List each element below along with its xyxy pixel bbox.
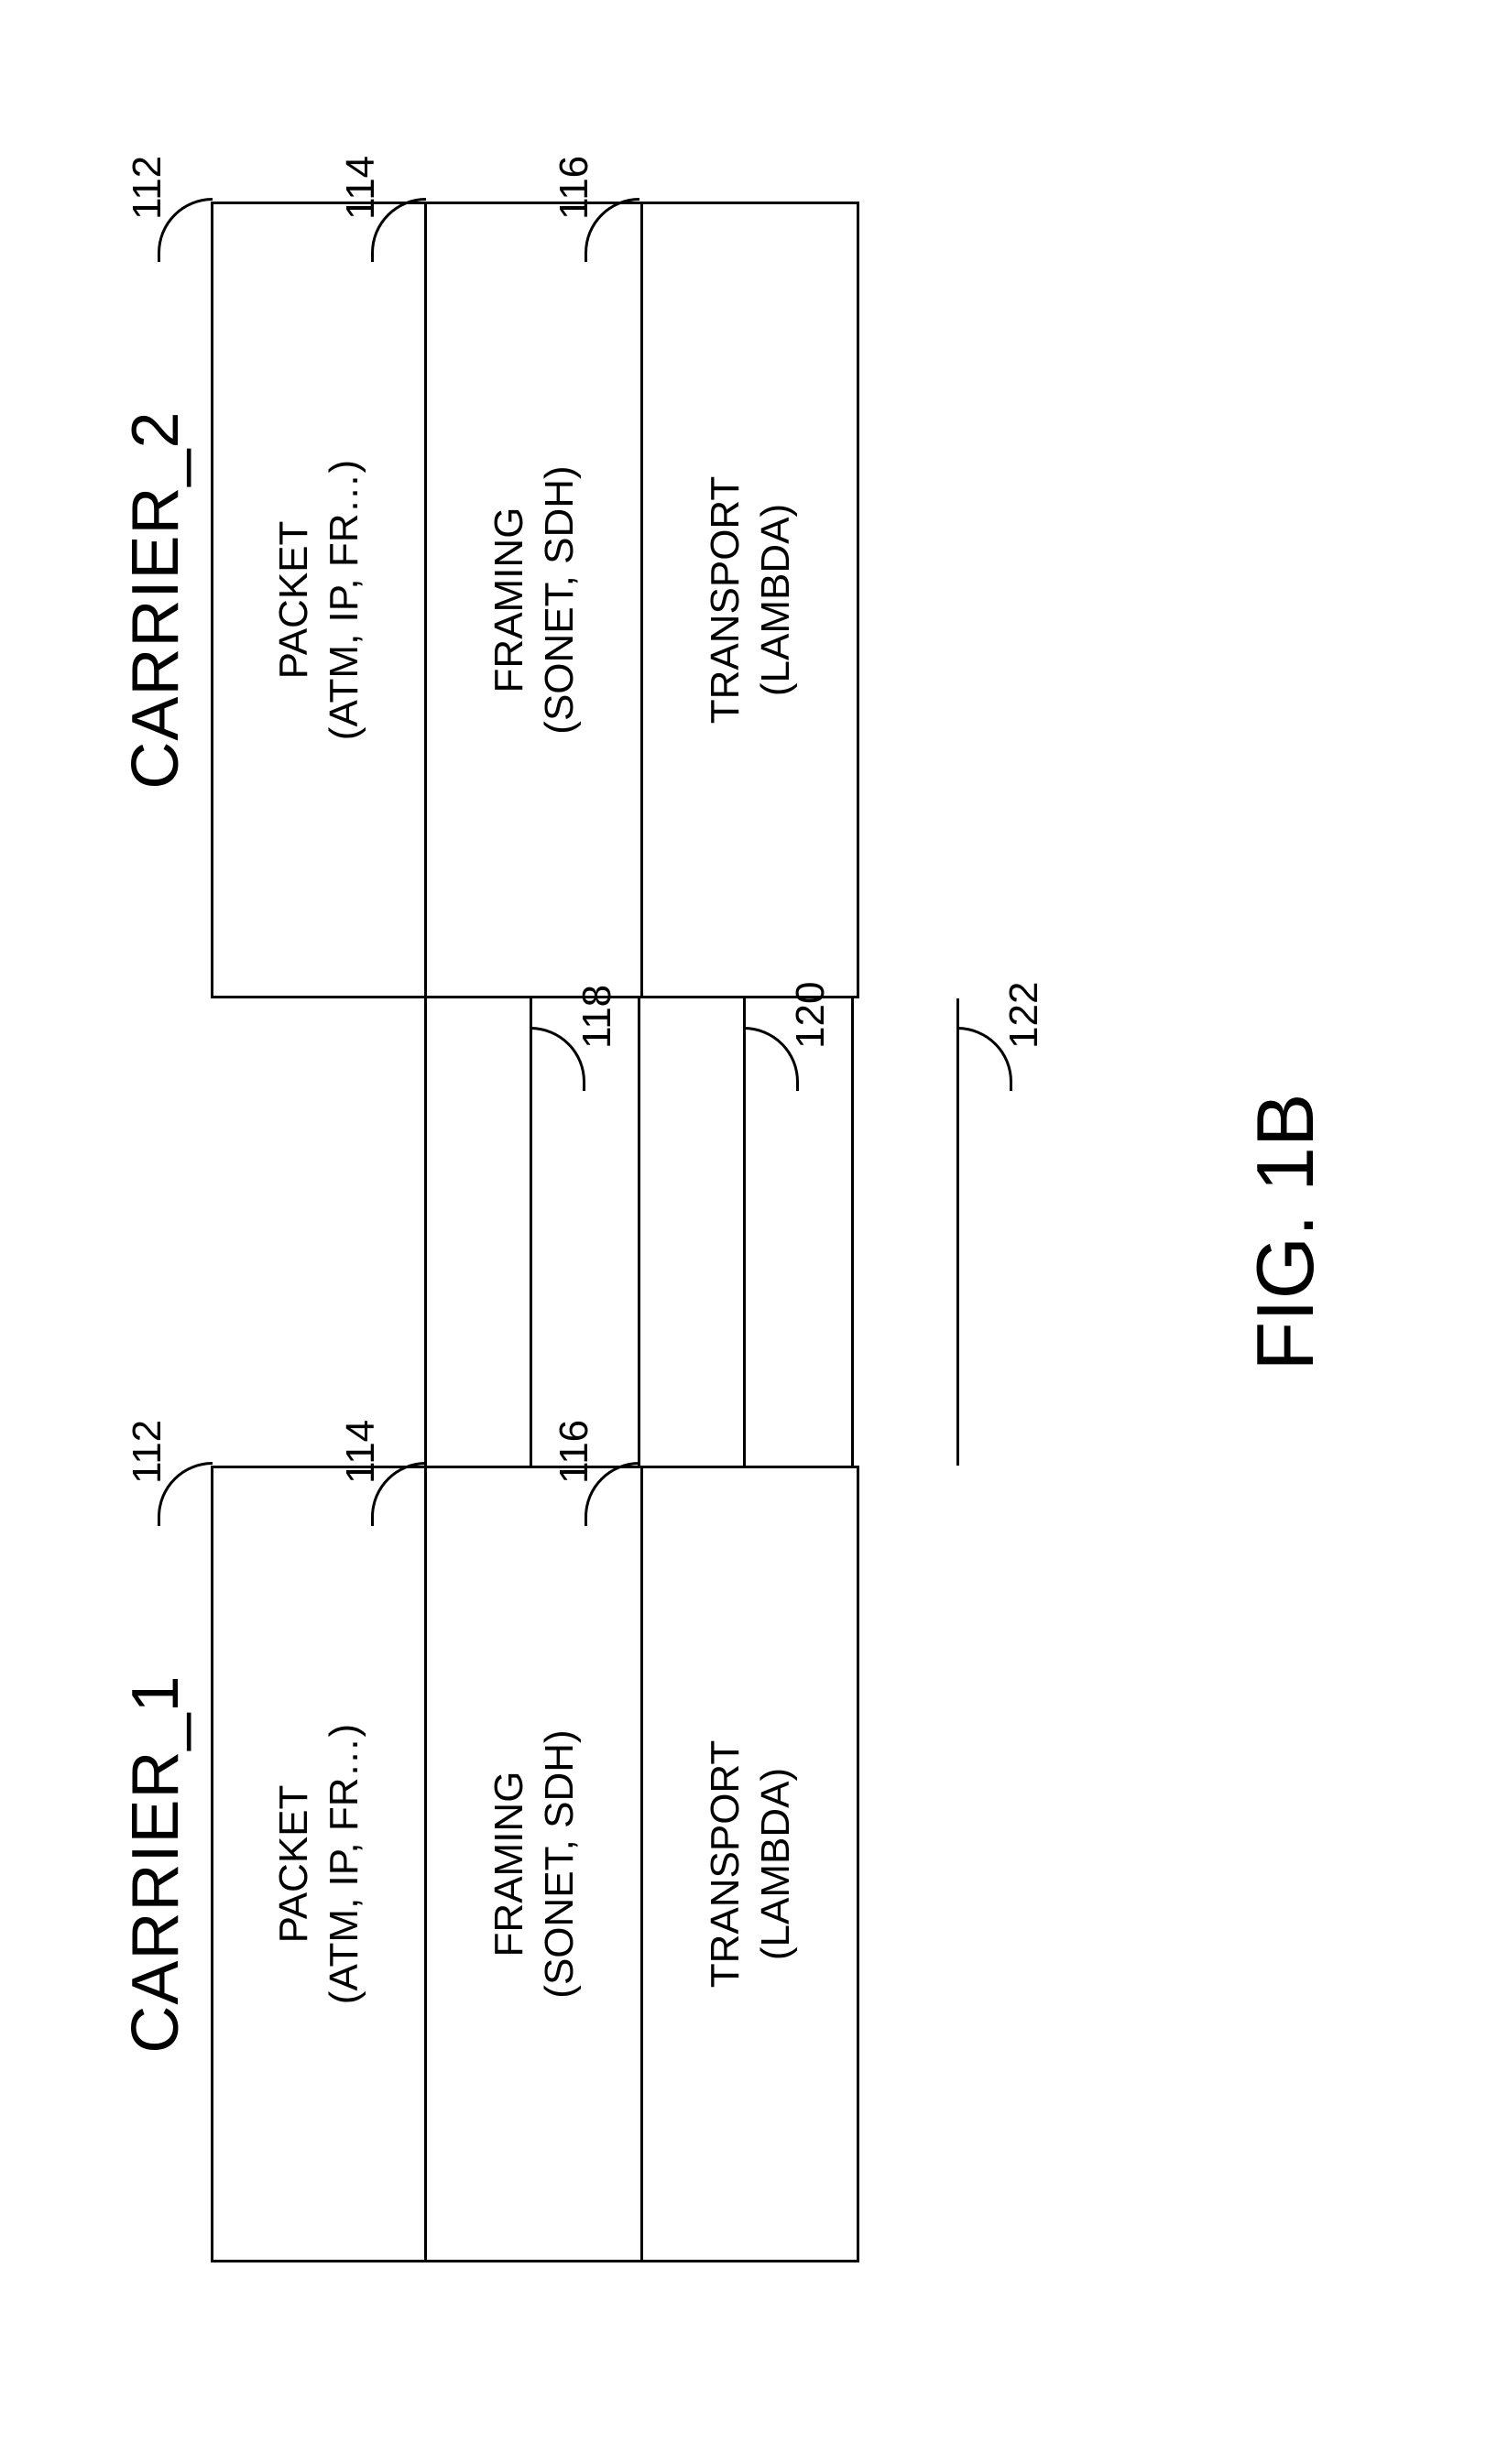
layer-label: TRANSPORT	[700, 476, 750, 725]
layer-label: PACKET	[268, 1785, 319, 1944]
layer-label: TRANSPORT	[700, 1740, 750, 1989]
page: CARRIER_1 PACKET (ATM, IP, FR…) FRAMING …	[0, 0, 1497, 2464]
layer-label: PACKET	[268, 521, 319, 680]
callout-114-left: 114	[338, 1420, 384, 1484]
carrier-2-layer-packet: PACKET (ATM, IP, FR…)	[211, 202, 427, 998]
landscape-rotation-wrapper: CARRIER_1 PACKET (ATM, IP, FR…) FRAMING …	[0, 0, 1497, 2464]
callout-116-left: 116	[552, 1420, 597, 1484]
carrier-2-layer-framing: FRAMING (SONET, SDH)	[427, 202, 643, 998]
callout-112-left: 112	[125, 1420, 170, 1484]
carrier-1-stack: CARRIER_1 PACKET (ATM, IP, FR…) FRAMING …	[101, 1466, 859, 2262]
carrier-1-layer-framing: FRAMING (SONET, SDH)	[427, 1466, 643, 2262]
layer-sublabel: (SONET, SDH)	[534, 1729, 585, 1998]
callout-112-right: 112	[125, 156, 170, 220]
carrier-1-title: CARRIER_1	[101, 1466, 211, 2262]
carrier-2-layer-transport: TRANSPORT (LAMBDA)	[643, 202, 859, 998]
callout-118: 118	[574, 985, 620, 1049]
carrier-1-layer-packet: PACKET (ATM, IP, FR…)	[211, 1466, 427, 2262]
callout-120: 120	[788, 982, 834, 1049]
figure-caption: FIG. 1B	[1239, 0, 1332, 2464]
layer-sublabel: (LAMBDA)	[750, 1768, 801, 1960]
carrier-2-title: CARRIER_2	[101, 202, 211, 998]
callout-116-right: 116	[552, 156, 597, 220]
bridge-122	[851, 998, 959, 1466]
layer-sublabel: (ATM, IP, FR…)	[319, 1724, 369, 2004]
carrier-2-stack: CARRIER_2 PACKET (ATM, IP, FR…) FRAMING …	[101, 202, 859, 998]
bridge-118	[424, 998, 532, 1466]
layer-sublabel: (ATM, IP, FR…)	[319, 460, 369, 740]
callout-114-right: 114	[338, 156, 384, 220]
bridge-120	[638, 998, 746, 1466]
callout-122: 122	[1001, 982, 1047, 1049]
layer-label: FRAMING	[484, 507, 534, 693]
carrier-1-layer-transport: TRANSPORT (LAMBDA)	[643, 1466, 859, 2262]
layer-label: FRAMING	[484, 1772, 534, 1957]
figure-1b: CARRIER_1 PACKET (ATM, IP, FR…) FRAMING …	[0, 0, 1497, 2464]
layer-sublabel: (LAMBDA)	[750, 504, 801, 696]
layer-sublabel: (SONET, SDH)	[534, 465, 585, 734]
